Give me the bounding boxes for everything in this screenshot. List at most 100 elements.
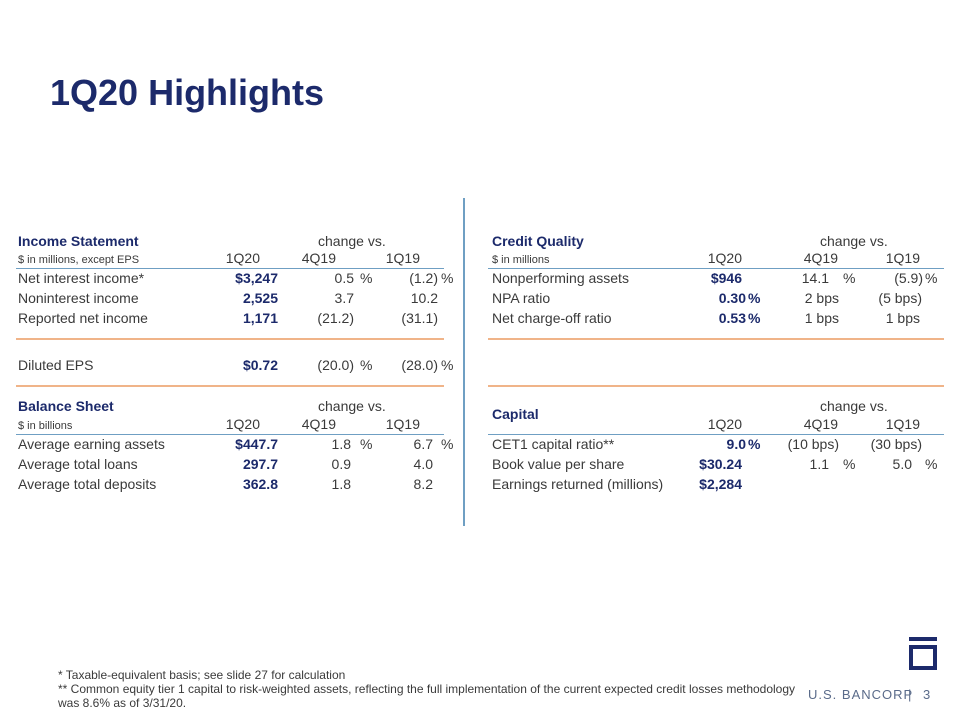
value-1q20: $3,247 bbox=[235, 270, 278, 286]
table-row: CET1 capital ratio** 9.0 % (10 bps) (30 … bbox=[492, 436, 942, 456]
value-1q20-unit: % bbox=[748, 436, 761, 452]
row-label: Net charge-off ratio bbox=[492, 310, 612, 326]
row-label: Noninterest income bbox=[18, 290, 139, 306]
row-label: Average earning assets bbox=[18, 436, 165, 452]
value-1q20: $447.7 bbox=[235, 436, 278, 452]
table-row: Average total loans 297.7 0.9 4.0 bbox=[18, 456, 448, 476]
change-4q19: (20.0) bbox=[317, 357, 354, 373]
row-label: NPA ratio bbox=[492, 290, 551, 306]
us-bancorp-logo-icon bbox=[909, 637, 937, 670]
footnote-2: ** Common equity tier 1 capital to risk-… bbox=[58, 682, 796, 710]
value-1q20: $2,284 bbox=[699, 476, 742, 492]
footnote-1: * Taxable-equivalent basis; see slide 27… bbox=[58, 668, 346, 682]
change-vs-label: change vs. bbox=[820, 233, 888, 249]
footnotes: * Taxable-equivalent basis; see slide 27… bbox=[58, 668, 808, 710]
change-4q19: (21.2) bbox=[317, 310, 354, 326]
change-1q19: (5 bps) bbox=[878, 290, 922, 306]
income-statement-subtitle: $ in millions, except EPS bbox=[18, 254, 140, 266]
change-vs-label: change vs. bbox=[318, 398, 386, 414]
section-rule bbox=[488, 338, 944, 340]
credit-quality-title: Credit Quality bbox=[492, 233, 584, 249]
change-4q19: 1 bps bbox=[804, 310, 839, 326]
value-1q20: 297.7 bbox=[242, 456, 278, 472]
header-rule bbox=[16, 268, 444, 269]
header-rule bbox=[16, 434, 444, 435]
row-label: Earnings returned (millions) bbox=[492, 476, 664, 492]
eps-row: Diluted EPS $0.72 (20.0) % (28.0) % bbox=[18, 357, 453, 377]
change-4q19: 2 bps bbox=[804, 290, 839, 306]
table-row: Average total deposits 362.8 1.8 8.2 bbox=[18, 476, 448, 496]
change-1q19: 8.2 bbox=[413, 476, 433, 492]
change-1q19-unit: % bbox=[441, 357, 454, 373]
change-1q19: (31.1) bbox=[401, 310, 438, 326]
col-header-1q20: 1Q20 bbox=[225, 416, 260, 432]
vertical-divider bbox=[463, 198, 465, 526]
value-1q20: 1,171 bbox=[242, 310, 278, 326]
value-1q20-unit: % bbox=[748, 290, 761, 306]
table-row: Reported net income 1,171 (21.2) (31.1) bbox=[18, 310, 448, 330]
header-rule bbox=[488, 268, 944, 269]
capital-title: Capital bbox=[492, 406, 539, 422]
income-statement-title: Income Statement bbox=[18, 233, 139, 249]
col-header-4q19: 4Q19 bbox=[301, 250, 336, 266]
table-row: Net charge-off ratio 0.53 % 1 bps 1 bps bbox=[492, 310, 942, 330]
change-vs-label: change vs. bbox=[820, 398, 888, 414]
value-1q20: 2,525 bbox=[242, 290, 278, 306]
table-row: Noninterest income 2,525 3.7 10.2 bbox=[18, 290, 448, 310]
col-header-1q19: 1Q19 bbox=[385, 250, 420, 266]
table-row: Earnings returned (millions) $2,284 bbox=[492, 476, 942, 496]
row-label: Average total deposits bbox=[18, 476, 157, 492]
col-header-1q19: 1Q19 bbox=[885, 416, 920, 432]
col-header-1q20: 1Q20 bbox=[707, 416, 742, 432]
page-title: 1Q20 Highlights bbox=[50, 72, 325, 113]
row-label: Nonperforming assets bbox=[492, 270, 629, 286]
change-vs-label: change vs. bbox=[318, 233, 386, 249]
change-1q19-unit: % bbox=[925, 270, 938, 286]
balance-sheet-subtitle: $ in billions bbox=[18, 420, 73, 432]
table-row: Average earning assets $447.7 1.8 % 6.7 … bbox=[18, 436, 453, 456]
change-1q19: 5.0 bbox=[892, 456, 912, 472]
col-header-4q19: 4Q19 bbox=[301, 416, 336, 432]
table-row: Book value per share $30.24 1.1 % 5.0 % bbox=[492, 456, 942, 476]
change-1q19: (30 bps) bbox=[870, 436, 922, 452]
value-1q20: $30.24 bbox=[699, 456, 742, 472]
value-1q20: 0.53 bbox=[718, 310, 746, 326]
header-rule bbox=[488, 434, 944, 435]
row-label: Diluted EPS bbox=[18, 357, 94, 373]
change-4q19: 1.8 bbox=[331, 476, 351, 492]
credit-quality-subtitle: $ in millions bbox=[492, 254, 550, 266]
value-1q20: 362.8 bbox=[242, 476, 278, 492]
value-1q20: 0.30 bbox=[718, 290, 746, 306]
col-header-1q20: 1Q20 bbox=[225, 250, 260, 266]
brand-name: U.S. BANCORP bbox=[808, 687, 914, 702]
change-1q19: (28.0) bbox=[401, 357, 438, 373]
table-row: NPA ratio 0.30 % 2 bps (5 bps) bbox=[492, 290, 942, 310]
change-4q19-unit: % bbox=[360, 357, 373, 373]
col-header-1q20: 1Q20 bbox=[707, 250, 742, 266]
change-4q19-unit: % bbox=[843, 456, 856, 472]
row-label: CET1 capital ratio** bbox=[492, 436, 615, 452]
col-header-4q19: 4Q19 bbox=[803, 416, 838, 432]
col-header-4q19: 4Q19 bbox=[803, 250, 838, 266]
balance-sheet-title: Balance Sheet bbox=[18, 398, 114, 414]
value-1q20: 9.0 bbox=[726, 436, 746, 452]
row-label: Reported net income bbox=[18, 310, 148, 326]
value-1q20-unit: % bbox=[748, 310, 761, 326]
change-4q19: 14.1 bbox=[801, 270, 829, 286]
section-rule bbox=[16, 385, 444, 387]
change-1q19: 4.0 bbox=[413, 456, 433, 472]
change-4q19: 1.8 bbox=[331, 436, 351, 452]
change-1q19: (1.2) bbox=[409, 270, 438, 286]
col-header-1q19: 1Q19 bbox=[385, 416, 420, 432]
section-rule bbox=[16, 338, 444, 340]
section-rule bbox=[488, 385, 944, 387]
page-number: 3 bbox=[923, 687, 931, 702]
change-4q19: 3.7 bbox=[334, 290, 354, 306]
change-4q19: (10 bps) bbox=[787, 436, 839, 452]
change-4q19-unit: % bbox=[360, 270, 373, 286]
row-label: Net interest income* bbox=[18, 270, 145, 286]
row-label: Book value per share bbox=[492, 456, 625, 472]
table-row: Nonperforming assets $946 14.1 % (5.9) % bbox=[492, 270, 942, 290]
change-1q19: (5.9) bbox=[894, 270, 923, 286]
change-1q19-unit: % bbox=[441, 270, 454, 286]
